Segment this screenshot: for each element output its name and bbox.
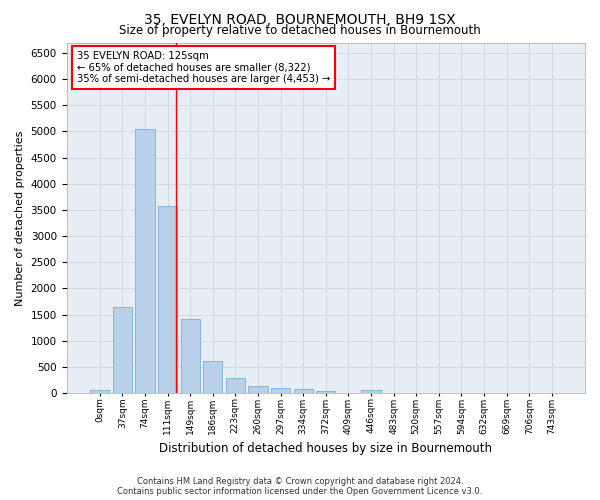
Bar bbox=[203, 361, 223, 393]
Bar bbox=[271, 388, 290, 393]
Bar bbox=[136, 129, 155, 393]
Bar bbox=[361, 390, 380, 393]
Text: 35 EVELYN ROAD: 125sqm
← 65% of detached houses are smaller (8,322)
35% of semi-: 35 EVELYN ROAD: 125sqm ← 65% of detached… bbox=[77, 52, 330, 84]
Bar bbox=[158, 206, 177, 393]
X-axis label: Distribution of detached houses by size in Bournemouth: Distribution of detached houses by size … bbox=[159, 442, 492, 455]
Bar bbox=[293, 390, 313, 393]
Bar bbox=[113, 307, 132, 393]
Bar bbox=[181, 320, 200, 393]
Text: Contains HM Land Registry data © Crown copyright and database right 2024.
Contai: Contains HM Land Registry data © Crown c… bbox=[118, 476, 482, 496]
Bar bbox=[226, 378, 245, 393]
Bar bbox=[90, 390, 109, 393]
Bar bbox=[248, 386, 268, 393]
Bar bbox=[316, 390, 335, 393]
Text: Size of property relative to detached houses in Bournemouth: Size of property relative to detached ho… bbox=[119, 24, 481, 37]
Text: 35, EVELYN ROAD, BOURNEMOUTH, BH9 1SX: 35, EVELYN ROAD, BOURNEMOUTH, BH9 1SX bbox=[144, 12, 456, 26]
Y-axis label: Number of detached properties: Number of detached properties bbox=[15, 130, 25, 306]
